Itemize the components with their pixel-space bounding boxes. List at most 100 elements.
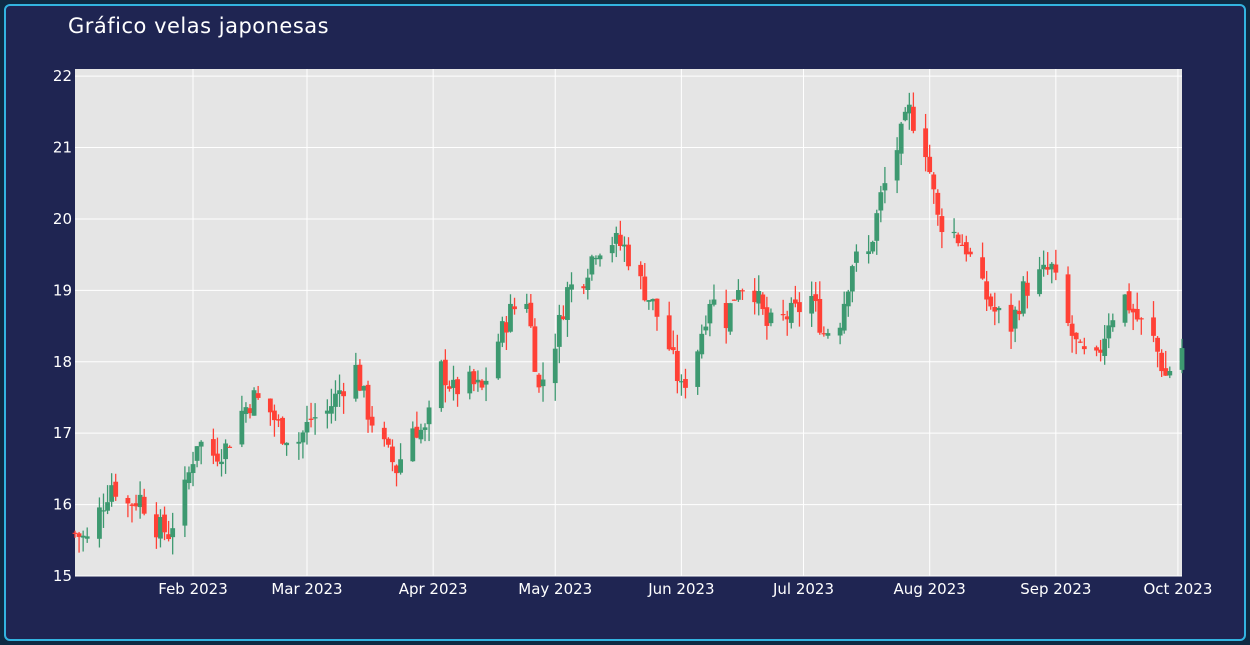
candle-decreasing (797, 302, 802, 313)
candle-increasing (426, 407, 432, 425)
candle-increasing (845, 291, 851, 307)
candle-decreasing (752, 290, 758, 303)
candle-increasing (679, 381, 684, 383)
candle-increasing (398, 459, 403, 473)
candle-decreasing (813, 294, 819, 302)
candle-decreasing (1094, 347, 1099, 351)
candle-decreasing (670, 347, 676, 351)
candle-decreasing (955, 234, 961, 244)
candle-decreasing (162, 514, 167, 533)
candle-decreasing (792, 299, 798, 304)
candle-increasing (438, 361, 444, 409)
candle-decreasing (390, 446, 395, 463)
candle-decreasing (1151, 317, 1156, 336)
x-tick-label: Apr 2023 (399, 580, 468, 598)
candle-increasing (809, 295, 815, 314)
candle-increasing (451, 379, 456, 388)
candle-increasing (837, 327, 843, 336)
candle-decreasing (1155, 337, 1160, 352)
candle-increasing (170, 528, 176, 538)
candle-increasing (906, 104, 912, 114)
candle-decreasing (959, 244, 965, 247)
candle-increasing (1049, 263, 1055, 270)
candle-decreasing (910, 106, 916, 131)
candle-increasing (951, 231, 957, 234)
candle-increasing (650, 299, 656, 302)
candle-increasing (1020, 281, 1026, 314)
candle-increasing (646, 300, 652, 302)
candle-increasing (158, 517, 163, 539)
candle-decreasing (479, 380, 485, 388)
candle-decreasing (1163, 368, 1169, 376)
candle-increasing (194, 446, 200, 461)
candle-increasing (337, 390, 342, 395)
candle-decreasing (471, 371, 477, 385)
candle-increasing (768, 312, 774, 324)
candle-decreasing (923, 128, 928, 158)
candle-decreasing (381, 427, 387, 440)
candle-increasing (841, 303, 847, 331)
candle-increasing (854, 251, 859, 263)
candle-increasing (996, 307, 1002, 311)
candle-decreasing (365, 384, 371, 420)
candle-decreasing (414, 426, 420, 438)
candle-decreasing (129, 504, 135, 506)
candle-decreasing (528, 302, 534, 327)
candle-increasing (613, 232, 619, 244)
candle-decreasing (72, 532, 78, 534)
candle-decreasing (166, 534, 172, 540)
candle-increasing (84, 536, 90, 539)
candle-increasing (324, 410, 330, 414)
candle-decreasing (113, 481, 119, 497)
candle-increasing (874, 213, 880, 241)
candle-increasing (483, 380, 489, 385)
candle-decreasing (133, 503, 139, 507)
candle-increasing (182, 479, 188, 526)
candle-decreasing (247, 408, 253, 414)
y-tick-label: 17 (53, 424, 72, 442)
x-axis-ticks: Feb 2023 Mar 2023 Apr 2023 May 2023 Jun 2023… (158, 580, 1212, 598)
candle-increasing (296, 441, 302, 444)
candle-decreasing (141, 496, 147, 514)
candle-increasing (353, 364, 359, 399)
candle-increasing (569, 284, 574, 290)
y-tick-label: 15 (53, 567, 72, 585)
candle-increasing (186, 472, 192, 484)
candle-decreasing (272, 410, 277, 421)
candle-decreasing (1045, 267, 1051, 270)
candle-decreasing (626, 244, 631, 267)
candle-decreasing (740, 290, 745, 292)
candle-increasing (97, 507, 102, 539)
candle-increasing (361, 385, 367, 391)
x-tick-label: Oct 2023 (1143, 580, 1212, 598)
candle-increasing (695, 351, 701, 387)
candle-decreasing (560, 316, 566, 320)
candle-increasing (80, 535, 86, 538)
candle-increasing (825, 333, 831, 336)
candle-increasing (223, 443, 228, 460)
y-tick-label: 18 (53, 353, 72, 371)
y-tick-label: 20 (53, 210, 72, 228)
candle-decreasing (1065, 274, 1071, 324)
candle-decreasing (210, 439, 216, 456)
candle-increasing (727, 303, 733, 332)
candle-increasing (609, 245, 615, 254)
candle-decreasing (1130, 308, 1136, 313)
x-tick-label: May 2023 (518, 580, 592, 598)
candle-decreasing (280, 417, 285, 444)
candle-decreasing (447, 386, 452, 389)
candle-increasing (1102, 338, 1108, 356)
candle-increasing (1179, 348, 1185, 370)
candle-increasing (849, 266, 855, 292)
candle-decreasing (780, 314, 786, 316)
candle-increasing (756, 291, 762, 304)
candle-decreasing (683, 379, 688, 388)
candle-increasing (894, 150, 900, 181)
candle-increasing (1122, 294, 1128, 323)
candle-increasing (410, 428, 416, 462)
candle-decreasing (927, 156, 933, 173)
candle-increasing (418, 429, 424, 440)
candle-decreasing (988, 296, 994, 307)
x-tick-label: Aug 2023 (894, 580, 966, 598)
candle-decreasing (1081, 346, 1087, 350)
